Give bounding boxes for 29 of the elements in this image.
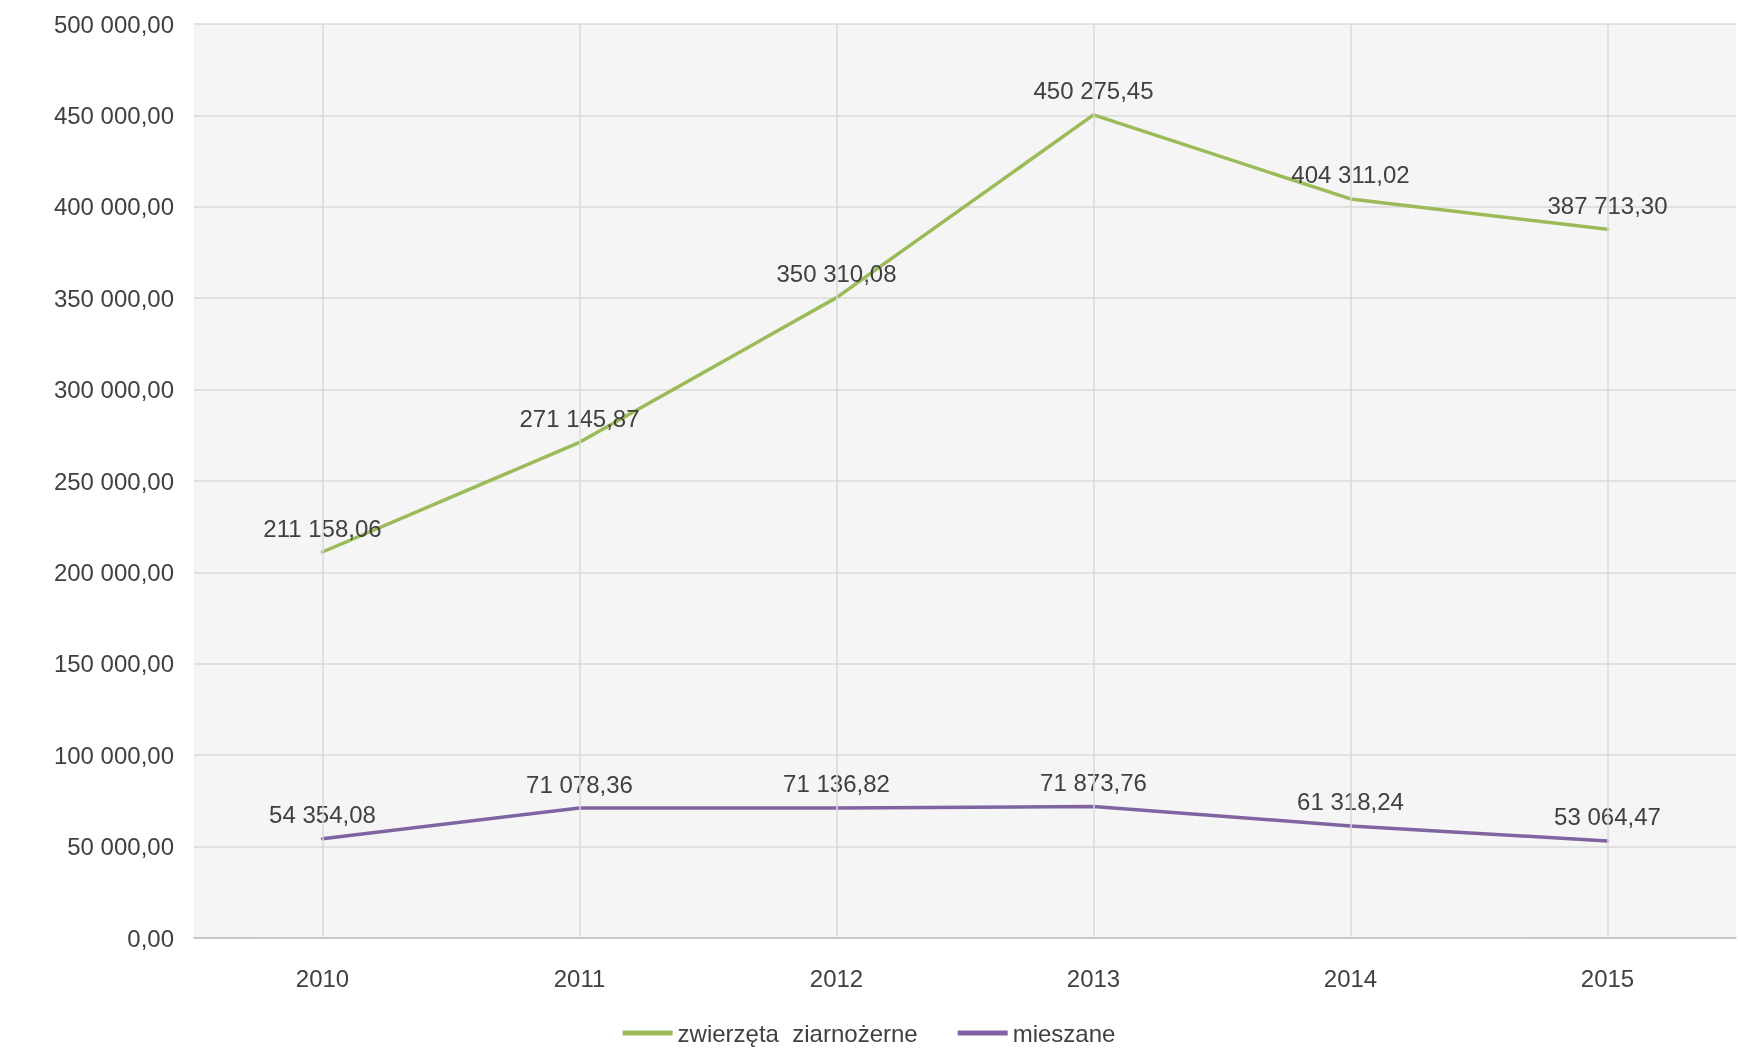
- legend-label: zwierzęta ziarnożerne: [677, 1019, 918, 1047]
- data-label: 71 136,82: [783, 770, 890, 798]
- y-tick-label: 250 000,00: [53, 467, 174, 495]
- y-tick-label: 500 000,00: [53, 10, 174, 38]
- data-label: 450 275,45: [1033, 77, 1154, 105]
- x-tick-label: 2013: [1066, 964, 1121, 992]
- y-tick-label: 400 000,00: [53, 193, 174, 221]
- y-tick-label: 300 000,00: [53, 376, 174, 404]
- y-tick-label: 50 000,00: [67, 833, 174, 861]
- legend-label: mieszane: [1012, 1019, 1116, 1047]
- data-label: 54 354,08: [269, 801, 376, 829]
- y-tick-label: 450 000,00: [53, 101, 174, 129]
- y-tick-label: 350 000,00: [53, 284, 174, 312]
- data-label: 404 311,02: [1291, 161, 1410, 189]
- x-tick-label: 2014: [1323, 964, 1378, 992]
- data-label: 387 713,30: [1547, 191, 1668, 219]
- y-tick-label: 200 000,00: [53, 558, 174, 586]
- y-tick-label: 100 000,00: [53, 741, 174, 769]
- x-tick-label: 2011: [553, 964, 606, 992]
- x-tick-label: 2015: [1580, 964, 1635, 992]
- x-tick-label: 2012: [809, 964, 864, 992]
- data-label: 53 064,47: [1554, 803, 1661, 831]
- data-label: 61 318,24: [1297, 788, 1404, 816]
- data-label: 211 158,06: [263, 514, 382, 542]
- y-tick-label: 150 000,00: [53, 650, 174, 678]
- data-label: 71 873,76: [1040, 769, 1147, 797]
- y-tick-label: 0,00: [127, 924, 174, 952]
- x-tick-label: 2010: [295, 964, 350, 992]
- data-label: 71 078,36: [526, 770, 633, 798]
